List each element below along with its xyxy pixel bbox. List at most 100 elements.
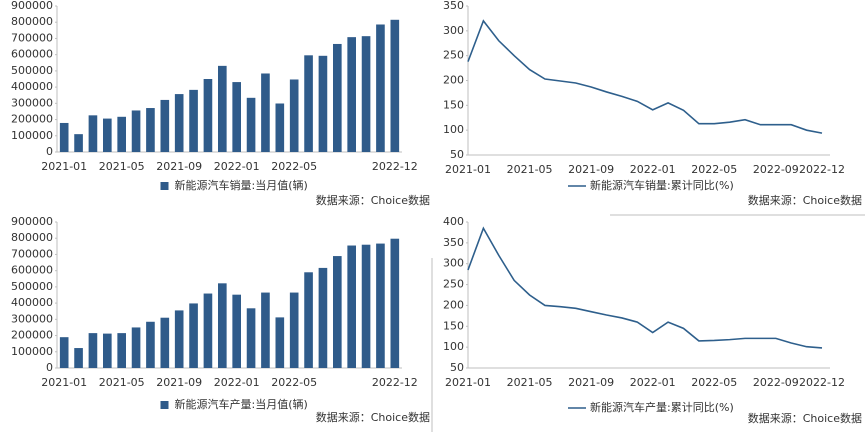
y-tick-label: 50 (450, 361, 464, 374)
y-tick-label: 300 (443, 24, 464, 37)
y-tick-label: 200000 (11, 329, 53, 342)
x-tick-label: 2022-12 (799, 376, 845, 389)
y-tick-label: 100000 (11, 129, 53, 142)
legend-label: 新能源汽车销量:累计同比(%) (590, 178, 734, 192)
y-tick-label: 300000 (11, 312, 53, 325)
bar (275, 317, 285, 368)
y-tick-label: 250 (443, 278, 464, 291)
bar (390, 238, 400, 368)
bar (361, 244, 371, 368)
bar (146, 321, 155, 368)
x-tick-label: 2022-12 (372, 160, 418, 173)
bar (289, 79, 299, 152)
y-tick-label: 50 (450, 148, 464, 161)
bar (232, 294, 241, 368)
y-tick-label: 400000 (11, 296, 53, 309)
y-tick-label: 350 (443, 0, 464, 12)
x-tick-label: 2022-05 (271, 160, 317, 173)
source-note: 数据来源：Choice数据 (316, 193, 430, 207)
bar (160, 317, 170, 368)
bar (174, 310, 184, 368)
bar (189, 303, 198, 368)
x-tick-label: 2021-09 (156, 376, 202, 389)
bar (146, 108, 155, 152)
y-tick-label: 350 (443, 236, 464, 249)
bar (218, 65, 227, 152)
y-tick-label: 150 (443, 319, 464, 332)
y-tick-label: 500000 (11, 64, 53, 77)
legend-swatch (160, 182, 169, 190)
legend-swatch (160, 401, 169, 409)
y-tick-label: 500000 (11, 280, 53, 293)
x-tick-label: 2022-05 (271, 376, 317, 389)
y-tick-label: 700000 (11, 31, 53, 44)
x-tick-label: 2022-05 (691, 376, 737, 389)
y-tick-label: 600000 (11, 264, 53, 277)
bar (117, 116, 126, 152)
y-tick-label: 250 (443, 49, 464, 62)
source-note: 数据来源：Choice数据 (316, 410, 430, 424)
y-tick-label: 100 (443, 123, 464, 136)
bar (189, 89, 198, 152)
bar (218, 283, 227, 368)
bar (376, 24, 385, 153)
bar (261, 73, 270, 152)
x-tick-label: 2022-12 (372, 376, 418, 389)
y-tick-label: 0 (46, 145, 53, 158)
legend-label: 新能源汽车产量:当月值(辆) (175, 397, 308, 411)
x-tick-label: 2021-09 (568, 376, 614, 389)
x-tick-label: 2022-09 (753, 163, 799, 176)
bar (246, 308, 256, 368)
bar (88, 333, 98, 368)
bar (74, 348, 83, 368)
bar (347, 245, 356, 368)
bar (103, 333, 112, 368)
bar (160, 99, 170, 152)
source-note: 数据来源：Choice数据 (748, 193, 862, 207)
y-tick-label: 800000 (11, 15, 53, 28)
legend-label: 新能源汽车销量:当月值(辆) (175, 178, 308, 192)
bar (333, 43, 342, 152)
x-tick-label: 2021-01 (41, 160, 87, 173)
bar (376, 243, 385, 368)
legend-label: 新能源汽车产量:累计同比(%) (590, 400, 734, 414)
bar (390, 19, 400, 152)
x-tick-label: 2022-01 (630, 163, 676, 176)
y-tick-label: 200 (443, 74, 464, 87)
bar (203, 293, 213, 368)
bar (361, 36, 371, 152)
bar (117, 333, 126, 368)
y-tick-label: 0 (46, 361, 53, 374)
x-tick-label: 2021-09 (156, 160, 202, 173)
bar (246, 97, 256, 152)
bar (59, 122, 69, 152)
x-tick-label: 2022-09 (753, 376, 799, 389)
bar (318, 55, 328, 152)
bar (304, 55, 313, 153)
x-tick-label: 2022-01 (630, 376, 676, 389)
x-tick-label: 2021-05 (507, 376, 553, 389)
bar (289, 292, 299, 368)
y-tick-label: 100 (443, 340, 464, 353)
bar (232, 82, 241, 152)
x-tick-label: 2021-01 (445, 376, 491, 389)
x-tick-label: 2021-09 (568, 163, 614, 176)
x-tick-label: 2022-01 (214, 376, 260, 389)
y-tick-label: 150 (443, 98, 464, 111)
bar (174, 94, 184, 152)
bar (59, 337, 69, 368)
x-tick-label: 2021-05 (99, 160, 145, 173)
y-tick-label: 300000 (11, 96, 53, 109)
y-tick-label: 900000 (11, 215, 53, 228)
y-tick-label: 400000 (11, 80, 53, 93)
y-tick-label: 800000 (11, 231, 53, 244)
bar (347, 37, 356, 152)
y-tick-label: 300 (443, 257, 464, 270)
x-tick-label: 2021-05 (99, 376, 145, 389)
x-tick-label: 2021-01 (445, 163, 491, 176)
bar (318, 267, 328, 368)
y-tick-label: 200 (443, 298, 464, 311)
y-tick-label: 100000 (11, 345, 53, 358)
y-tick-label: 700000 (11, 247, 53, 260)
